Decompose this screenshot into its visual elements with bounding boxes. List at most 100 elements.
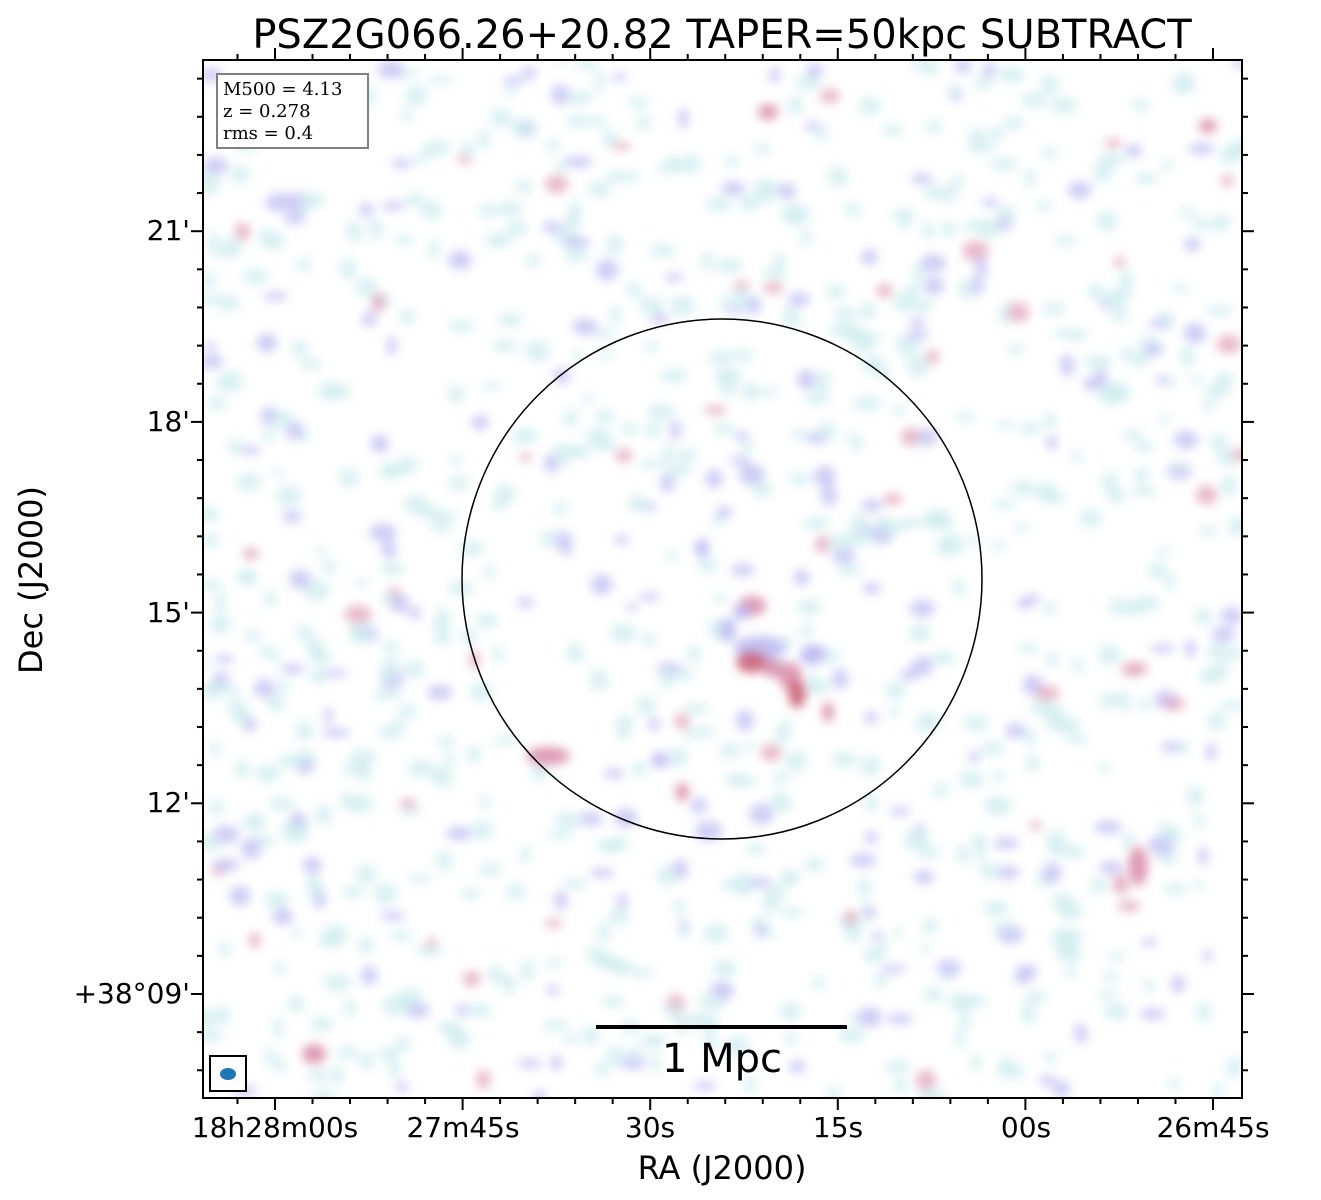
emission-blob xyxy=(625,602,638,612)
emission-blob xyxy=(814,124,828,142)
emission-blob xyxy=(276,485,302,508)
emission-blob xyxy=(295,258,312,271)
emission-blob xyxy=(427,684,453,701)
emission-blob xyxy=(1021,594,1041,603)
emission-blob xyxy=(826,284,846,299)
emission-blob xyxy=(1059,354,1075,377)
emission-blob xyxy=(687,644,701,664)
emission-blob xyxy=(788,473,811,485)
emission-blob xyxy=(203,511,219,521)
emission-blob xyxy=(1128,846,1148,886)
emission-blob xyxy=(1131,98,1150,112)
emission-blob xyxy=(612,73,627,82)
emission-blob xyxy=(553,890,568,911)
emission-blob xyxy=(924,183,940,201)
emission-blob xyxy=(542,1020,570,1031)
emission-blob xyxy=(1150,643,1175,654)
emission-blob xyxy=(503,87,517,96)
emission-blob xyxy=(203,579,224,590)
emission-blob xyxy=(1003,116,1024,130)
emission-blob xyxy=(272,410,295,429)
emission-blob xyxy=(781,871,801,884)
emission-blob xyxy=(1231,60,1242,68)
emission-blob xyxy=(477,204,500,217)
emission-blob xyxy=(974,846,986,862)
emission-blob xyxy=(871,533,892,544)
emission-blob xyxy=(561,546,573,556)
emission-blob xyxy=(323,708,334,724)
emission-blob xyxy=(290,928,304,937)
emission-blob xyxy=(973,76,993,90)
emission-blob xyxy=(434,629,452,646)
emission-blob xyxy=(291,339,308,358)
emission-blob xyxy=(594,70,606,93)
emission-blob xyxy=(1057,901,1084,921)
emission-blob xyxy=(389,930,412,941)
emission-blob xyxy=(923,508,950,530)
emission-blob xyxy=(762,267,787,279)
emission-blob xyxy=(348,623,372,643)
emission-blob xyxy=(380,540,397,559)
emission-blob xyxy=(545,830,573,840)
emission-blob xyxy=(555,811,580,830)
emission-blob xyxy=(430,523,453,533)
emission-blob xyxy=(924,349,940,365)
emission-blob xyxy=(641,632,657,647)
emission-blob xyxy=(968,127,985,148)
emission-blob xyxy=(1039,1075,1057,1087)
emission-blob xyxy=(235,473,263,491)
emission-blob xyxy=(1179,208,1197,218)
emission-blob xyxy=(905,330,930,341)
emission-blob xyxy=(490,108,512,128)
emission-blob xyxy=(493,645,504,663)
emission-blob xyxy=(1225,1056,1242,1078)
emission-blob xyxy=(990,158,1018,171)
emission-blob xyxy=(405,85,428,107)
emission-blob xyxy=(1101,471,1119,493)
emission-blob xyxy=(906,355,930,378)
emission-blob xyxy=(342,762,369,775)
emission-blob xyxy=(838,1027,865,1044)
emission-blob xyxy=(1193,880,1204,890)
emission-blob xyxy=(484,563,495,580)
emission-blob xyxy=(1186,785,1204,807)
emission-blob xyxy=(1144,343,1164,357)
emission-blob xyxy=(1148,319,1170,329)
emission-blob xyxy=(227,700,246,712)
emission-blob xyxy=(669,420,682,440)
emission-blob xyxy=(779,1002,802,1021)
emission-blob xyxy=(1125,143,1143,158)
emission-blob xyxy=(355,579,369,588)
emission-blob xyxy=(520,959,535,981)
emission-blob xyxy=(555,60,568,65)
emission-blob xyxy=(448,384,464,404)
emission-blob xyxy=(525,340,551,362)
emission-blob xyxy=(729,775,757,788)
emission-blob xyxy=(378,466,405,477)
emission-blob xyxy=(330,1065,344,1085)
emission-blob xyxy=(743,1077,757,1093)
emission-blob xyxy=(923,276,945,295)
emission-blob xyxy=(1042,862,1062,883)
emission-blob xyxy=(459,541,485,557)
emission-blob xyxy=(1018,642,1038,654)
emission-blob xyxy=(657,161,685,174)
emission-blob xyxy=(480,794,491,810)
emission-blob xyxy=(793,569,810,586)
emission-blob xyxy=(831,752,859,768)
emission-blob xyxy=(1123,429,1143,441)
emission-blob xyxy=(260,429,277,442)
emission-blob xyxy=(434,769,454,788)
emission-blob xyxy=(734,431,749,442)
emission-blob xyxy=(553,368,571,384)
emission-blob xyxy=(1014,972,1033,984)
emission-blob xyxy=(980,741,1005,756)
emission-blob xyxy=(1194,607,1213,625)
emission-blob xyxy=(391,717,404,738)
emission-blob xyxy=(370,434,390,453)
emission-blob xyxy=(911,173,933,185)
emission-blob xyxy=(448,250,472,270)
emission-blob xyxy=(1099,860,1123,875)
emission-blob xyxy=(614,448,633,463)
emission-blob xyxy=(674,1013,688,1036)
